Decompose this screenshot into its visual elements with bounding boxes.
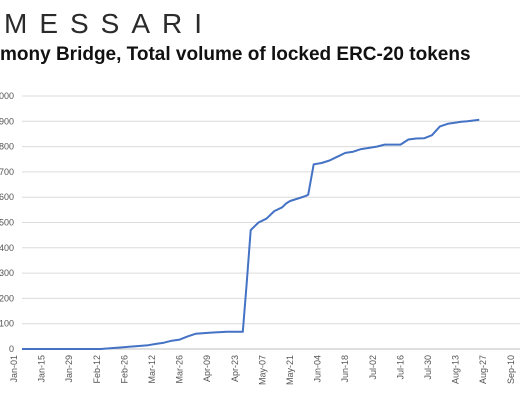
y-tick-label: 100 bbox=[0, 319, 14, 329]
y-tick-label: 300 bbox=[0, 268, 14, 278]
chart-title: mony Bridge, Total volume of locked ERC-… bbox=[0, 44, 471, 65]
x-tick-label: Jul-02 bbox=[368, 355, 378, 380]
x-tick-label: Jun-18 bbox=[340, 355, 350, 383]
x-tick-label: Apr-09 bbox=[202, 355, 212, 382]
y-tick-label: 800 bbox=[0, 142, 14, 152]
y-tick-label: 400 bbox=[0, 243, 14, 253]
y-tick-label: 000 bbox=[0, 91, 14, 101]
x-tick-label: Apr-23 bbox=[230, 355, 240, 382]
x-tick-label: Mar-12 bbox=[147, 355, 157, 384]
x-tick-label: Jan-15 bbox=[37, 355, 47, 383]
brand-logo: MESSARI bbox=[4, 8, 215, 39]
x-tick-label: Aug-13 bbox=[451, 355, 461, 384]
chart-grid bbox=[22, 95, 520, 325]
y-tick-label: 600 bbox=[0, 192, 14, 202]
y-tick-label: 0 bbox=[9, 344, 14, 354]
x-tick-label: Jan-29 bbox=[64, 355, 74, 383]
x-tick-label: May-21 bbox=[285, 355, 295, 385]
x-axis: Jan-01 Jan-15 Jan-29 Feb-12 Feb-26 Mar-12 Mar-… bbox=[9, 355, 516, 385]
y-axis: 000 900 800 700 600 500 400 300 200 100 0 bbox=[0, 91, 14, 354]
y-tick-label: 900 bbox=[0, 116, 14, 126]
x-tick-label: Mar-26 bbox=[175, 355, 185, 384]
x-tick-label: Jan-01 bbox=[9, 355, 19, 383]
x-tick-label: Feb-26 bbox=[119, 355, 129, 384]
x-tick-label: Feb-12 bbox=[92, 355, 102, 384]
x-tick-label: Jun-04 bbox=[313, 355, 323, 383]
x-tick-label: Sep-10 bbox=[506, 355, 516, 384]
x-tick-label: Jul-16 bbox=[395, 355, 405, 380]
x-tick-label: Jul-30 bbox=[423, 355, 433, 380]
x-tick-label: May-07 bbox=[257, 355, 267, 385]
y-tick-label: 200 bbox=[0, 293, 14, 303]
y-tick-label: 700 bbox=[0, 167, 14, 177]
y-tick-label: 500 bbox=[0, 218, 14, 228]
x-tick-label: Aug-27 bbox=[478, 355, 488, 384]
series-line bbox=[22, 118, 480, 350]
